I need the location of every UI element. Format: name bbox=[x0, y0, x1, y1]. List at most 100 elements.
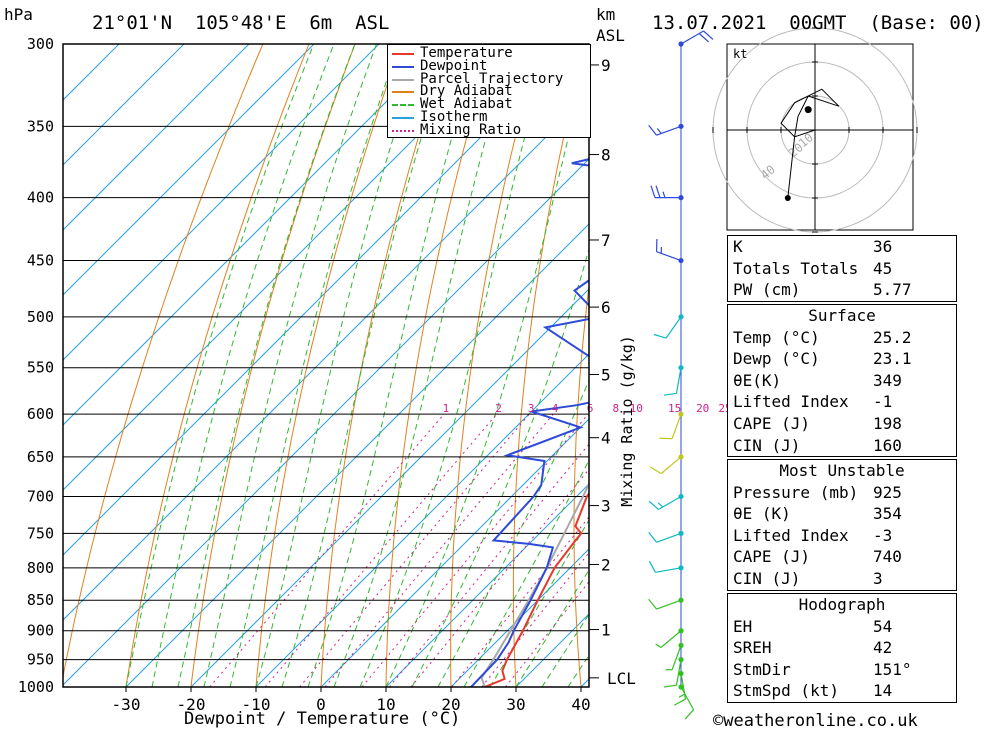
height-tick-label: 2 bbox=[601, 555, 611, 574]
index-row: CAPE (J) 198 bbox=[728, 413, 956, 435]
parcel-trajectory-profile bbox=[480, 481, 589, 687]
mixing-ratio-label: 10 bbox=[630, 402, 643, 415]
isotherm-line bbox=[450, 548, 589, 687]
legend-label: Mixing Ratio bbox=[420, 121, 522, 138]
index-row: Lifted Index -1 bbox=[728, 391, 956, 413]
mixing-ratio-label: 6 bbox=[587, 402, 594, 415]
mixing-ratio-line bbox=[324, 413, 554, 687]
wind-barb-shaft bbox=[655, 567, 682, 573]
index-label: StmSpd (kt) bbox=[733, 681, 839, 701]
index-value: 25.2 bbox=[873, 327, 912, 347]
legend-item: Wet Adiabat bbox=[390, 96, 590, 113]
wind-barb-feather bbox=[648, 560, 656, 573]
legend-item: Dewpoint bbox=[390, 59, 590, 73]
index-label: Lifted Index bbox=[733, 525, 849, 545]
isotherm-line bbox=[63, 44, 445, 426]
index-label: Pressure (mb) bbox=[733, 482, 859, 502]
height-tick-label: 3 bbox=[601, 497, 611, 516]
wind-barb-feather bbox=[648, 124, 658, 136]
index-value: 198 bbox=[873, 413, 902, 433]
height-tick-label: 1 bbox=[601, 621, 611, 640]
wind-barb-feather bbox=[684, 709, 695, 720]
wind-barb-feather bbox=[650, 185, 656, 198]
isotherm-line bbox=[320, 418, 589, 687]
index-value: -1 bbox=[873, 392, 893, 412]
hodograph-frame bbox=[726, 43, 914, 231]
dry-adiabat-line bbox=[633, 44, 678, 687]
wind-barb-half-feather bbox=[678, 693, 685, 698]
plot-area bbox=[63, 44, 589, 687]
index-label: θE(K) bbox=[733, 370, 782, 390]
index-row: StmSpd (kt) 14 bbox=[728, 680, 956, 702]
hodograph-title: Hodograph bbox=[798, 595, 886, 614]
index-row: CAPE (J) 740 bbox=[728, 546, 956, 568]
isotherm-line bbox=[125, 223, 589, 687]
index-value: 54 bbox=[873, 616, 893, 636]
legend-swatch bbox=[392, 65, 414, 68]
temperature-profile bbox=[484, 491, 589, 687]
index-label: CAPE (J) bbox=[733, 413, 811, 433]
mixing-ratio-label: 15 bbox=[668, 402, 681, 415]
index-label: PW (cm) bbox=[733, 280, 801, 300]
legend-item: Temperature bbox=[390, 46, 590, 60]
legend-swatch bbox=[392, 117, 414, 119]
index-row: Totals Totals 45 bbox=[728, 258, 956, 280]
wet-adiabat-line bbox=[307, 44, 481, 687]
wind-barb-feather bbox=[698, 33, 710, 43]
plot-frame bbox=[62, 43, 590, 688]
wind-barb-feather bbox=[649, 466, 662, 475]
index-value: 45 bbox=[873, 258, 893, 278]
wind-barb-half-feather bbox=[657, 502, 664, 508]
index-label: SREH bbox=[733, 638, 772, 658]
index-value: 925 bbox=[873, 482, 902, 502]
isotherm-line bbox=[63, 158, 589, 686]
dewpoint-profile bbox=[398, 44, 589, 687]
mixing-ratio-label: 4 bbox=[552, 402, 559, 415]
index-row: K 36 bbox=[728, 236, 956, 258]
legend-label: Wet Adiabat bbox=[420, 96, 513, 113]
height-tick-label: 5 bbox=[601, 365, 611, 384]
index-row: Temp (°C) 25.2 bbox=[728, 327, 956, 349]
pressure-tick-label: 450 bbox=[27, 252, 54, 270]
pressure-tick-label: 950 bbox=[27, 651, 54, 669]
asl-unit-label: ASL bbox=[596, 26, 625, 45]
pressure-tick-label: 1000 bbox=[18, 678, 54, 696]
height-tick-label: 8 bbox=[601, 146, 611, 165]
height-tick-label: 9 bbox=[601, 56, 611, 75]
index-value: -3 bbox=[873, 525, 893, 545]
legend-label: Dry Adiabat bbox=[420, 83, 513, 100]
wet-adiabat-line bbox=[437, 379, 589, 687]
pressure-tick-label: 650 bbox=[27, 448, 54, 466]
wind-barb-shaft bbox=[656, 125, 682, 136]
legend-swatch bbox=[392, 53, 414, 55]
pressure-tick-label: 350 bbox=[27, 117, 54, 135]
index-value: 14 bbox=[873, 681, 893, 701]
wind-barb-half-feather bbox=[655, 643, 662, 648]
isotherm-line bbox=[63, 44, 380, 361]
wind-barb-shaft bbox=[656, 599, 682, 610]
dry-adiabat-line bbox=[951, 44, 1000, 687]
index-value: 23.1 bbox=[873, 349, 912, 369]
index-value: 36 bbox=[873, 237, 893, 256]
pressure-tick-label: 400 bbox=[27, 189, 54, 207]
isotherm-line bbox=[63, 44, 185, 166]
wet-adiabat-line bbox=[255, 44, 425, 687]
pressure-tick-label: 550 bbox=[27, 359, 54, 377]
location-title: 21°01'N 105°48'E 6m ASL bbox=[92, 12, 390, 34]
x-tick-label: -30 bbox=[112, 695, 141, 714]
km-unit-label: km bbox=[596, 5, 616, 24]
index-value: 151° bbox=[873, 659, 912, 679]
wind-barb-shaft bbox=[660, 456, 682, 475]
index-label: Dewp (°C) bbox=[733, 349, 820, 369]
chart-legend: Temperature Dewpoint Parcel Trajectory Dry … bbox=[387, 44, 591, 138]
index-row: PW (cm) 5.77 bbox=[728, 279, 956, 301]
x-tick-label: 20 bbox=[441, 695, 460, 714]
pressure-tick-label: 300 bbox=[27, 35, 54, 53]
wind-barb-shaft bbox=[660, 630, 682, 648]
legend-swatch bbox=[392, 129, 414, 132]
index-label: StmDir bbox=[733, 659, 791, 679]
pressure-unit-label: hPa bbox=[4, 5, 33, 24]
wind-barb-feather bbox=[653, 333, 667, 339]
legend-item: Isotherm bbox=[390, 110, 590, 124]
copyright-link[interactable]: ©weatheronline.co.uk bbox=[713, 711, 918, 731]
